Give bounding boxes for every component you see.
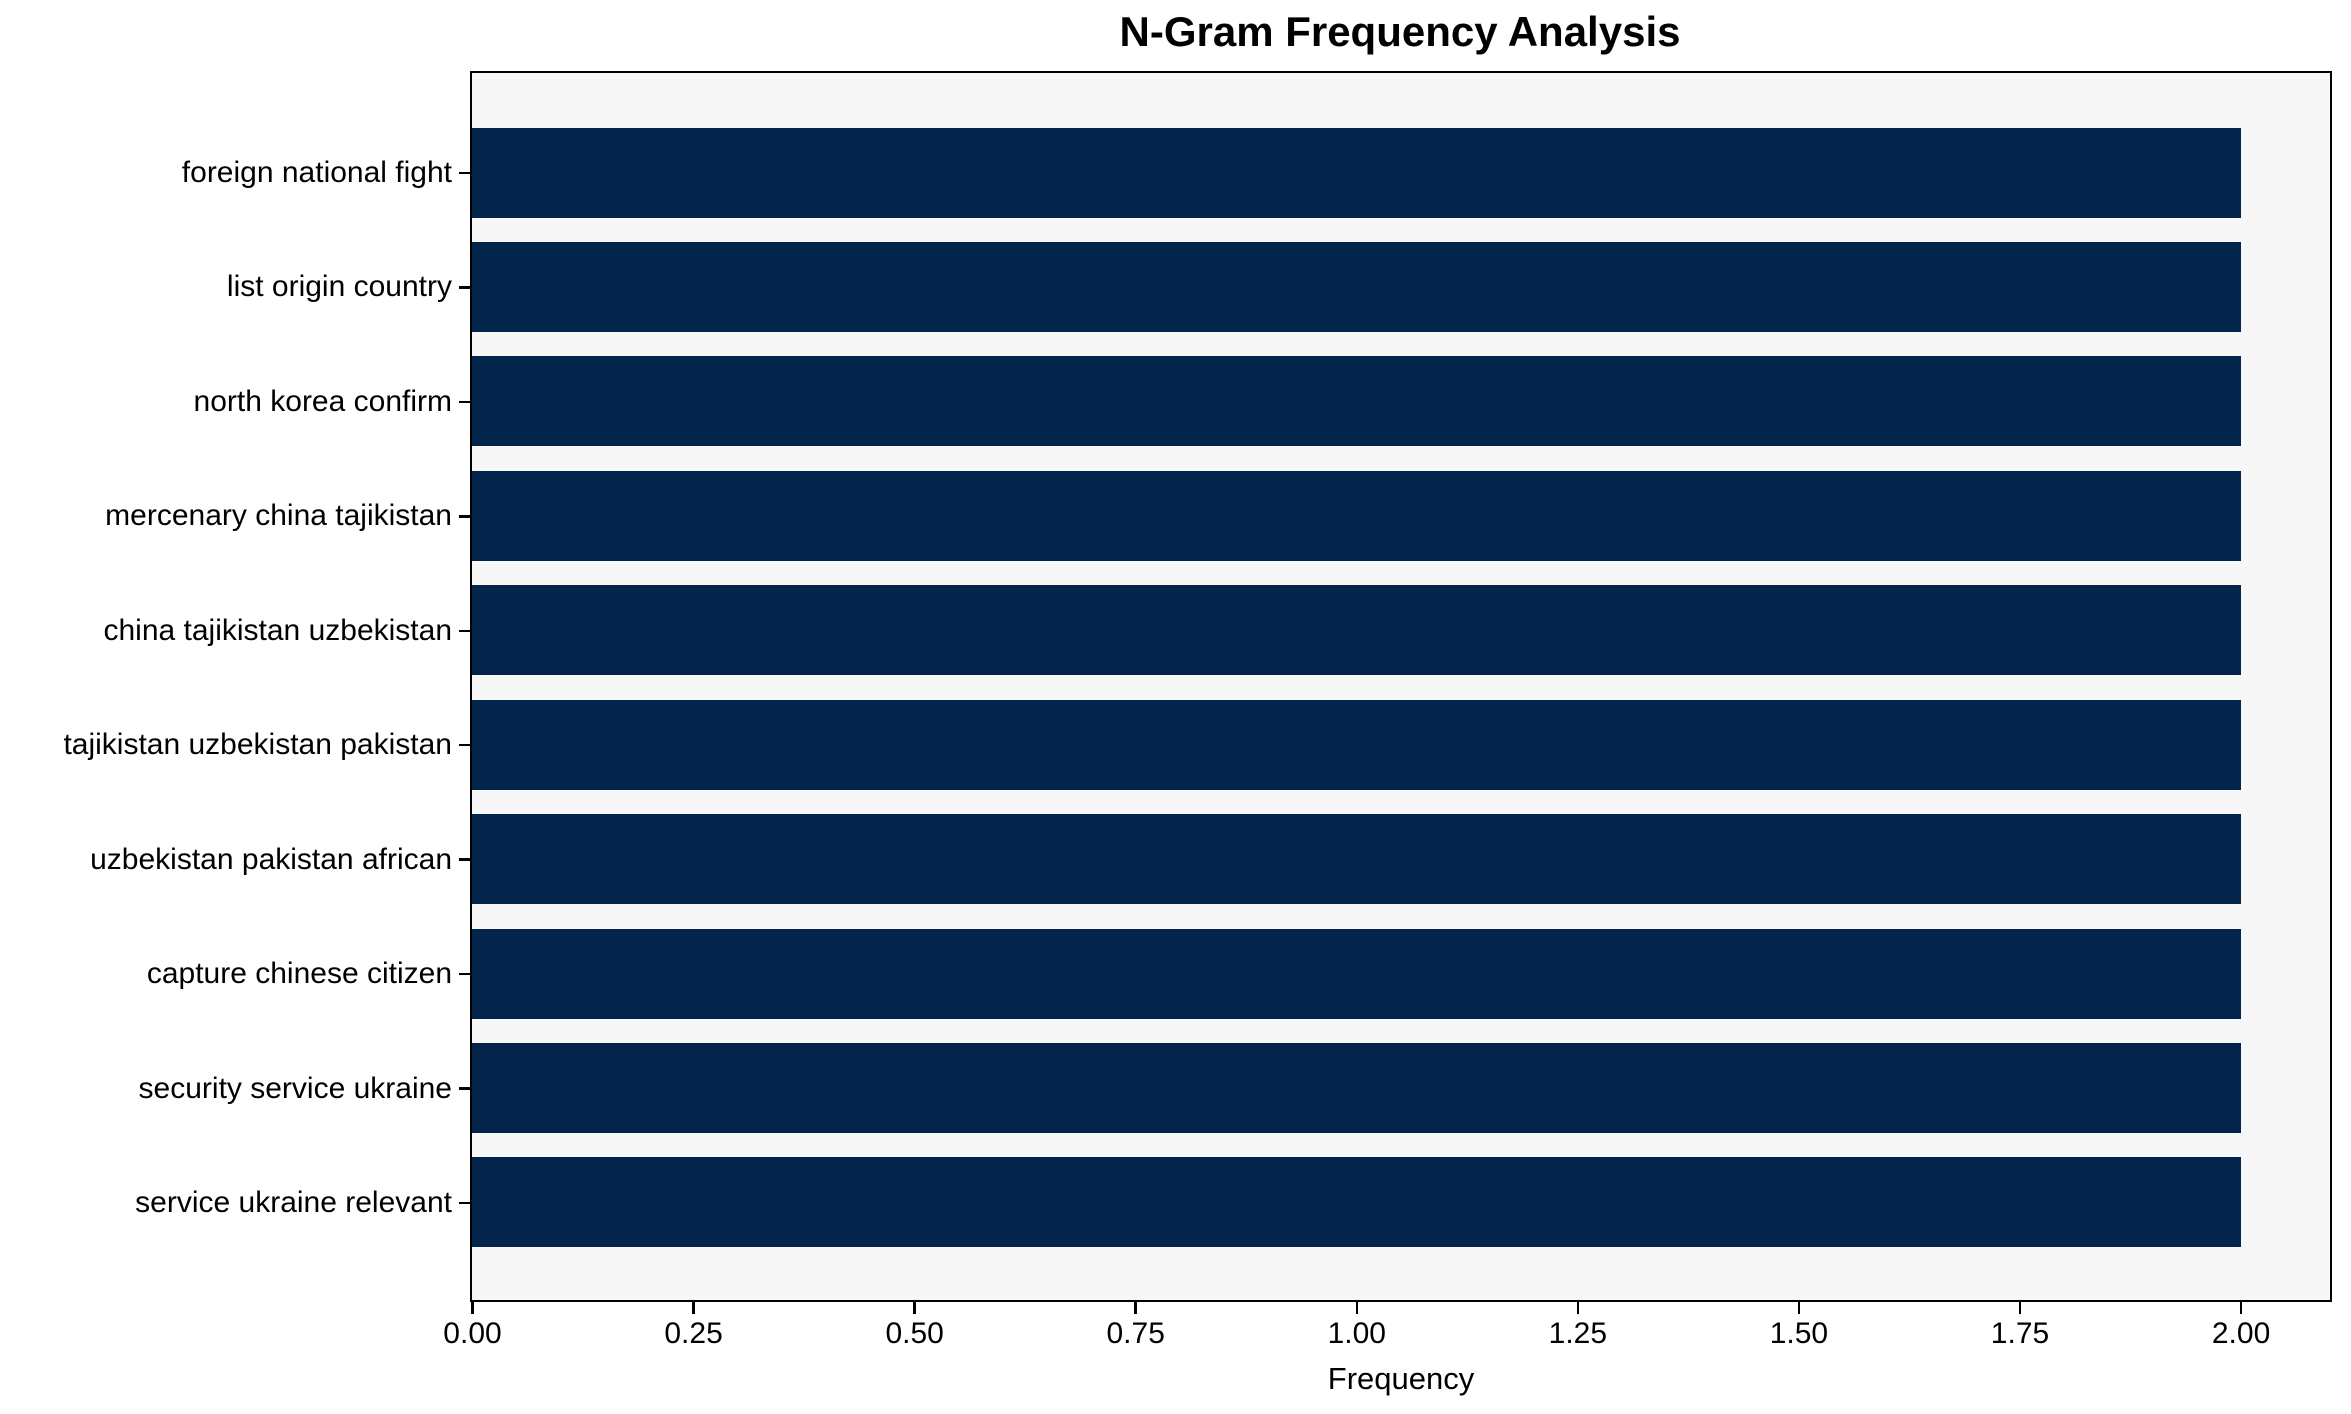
x-tick-mark — [2018, 1302, 2022, 1314]
bar — [472, 814, 2241, 905]
bar — [472, 699, 2241, 790]
y-tick-mark — [459, 858, 470, 861]
y-tick-label: china tajikistan uzbekistan — [103, 613, 452, 647]
y-tick-mark — [459, 1201, 470, 1205]
x-tick-label: 1.50 — [1769, 1317, 1829, 1350]
x-axis-title: Frequency — [1327, 1361, 1475, 1396]
y-tick-label: capture chinese citizen — [146, 957, 452, 991]
bar — [472, 928, 2241, 1019]
y-tick-label: tajikistan uzbekistan pakistan — [63, 728, 452, 762]
y-tick-mark — [459, 1087, 470, 1090]
y-tick-label: security service ukraine — [138, 1071, 452, 1105]
y-tick-mark — [459, 972, 470, 976]
x-tick-mark — [1797, 1302, 1801, 1314]
y-tick-label: foreign national fight — [181, 156, 452, 189]
x-tick-label: 2.00 — [2211, 1317, 2271, 1350]
bar — [472, 127, 2241, 218]
y-tick-mark — [459, 171, 470, 175]
x-tick-label: 1.00 — [1327, 1317, 1386, 1350]
x-tick-mark — [2239, 1302, 2243, 1314]
y-tick-label: north korea confirm — [193, 384, 452, 418]
chart-title: N-Gram Frequency Analysis — [1119, 8, 1681, 55]
y-tick-label: list origin country — [226, 270, 452, 304]
bar — [472, 356, 2241, 447]
y-tick-mark — [459, 286, 470, 289]
y-tick-label: uzbekistan pakistan african — [90, 842, 452, 876]
y-tick-mark — [459, 629, 470, 632]
plot-area — [470, 71, 2332, 1302]
y-tick-label: mercenary china tajikistan — [105, 499, 452, 533]
x-tick-label: 0.25 — [664, 1317, 723, 1350]
bar — [472, 241, 2241, 332]
y-tick-mark — [459, 400, 470, 404]
x-tick-mark — [692, 1302, 695, 1314]
y-tick-mark — [459, 743, 470, 747]
x-tick-mark — [1134, 1302, 1137, 1314]
x-tick-label: 1.75 — [1990, 1317, 2050, 1350]
x-tick-label: 0.50 — [885, 1317, 944, 1350]
y-tick-label: service ukraine relevant — [135, 1185, 452, 1219]
x-tick-label: 0.00 — [443, 1317, 502, 1350]
x-tick-label: 0.75 — [1106, 1317, 1165, 1350]
bar — [472, 1043, 2241, 1134]
y-tick-mark — [459, 515, 470, 518]
x-tick-label: 1.25 — [1548, 1317, 1608, 1350]
x-tick-mark — [1576, 1302, 1580, 1314]
x-tick-mark — [471, 1302, 474, 1314]
x-tick-mark — [913, 1302, 916, 1314]
bar — [472, 585, 2241, 676]
bar — [472, 1157, 2241, 1248]
bar — [472, 470, 2241, 561]
x-tick-mark — [1355, 1302, 1359, 1314]
